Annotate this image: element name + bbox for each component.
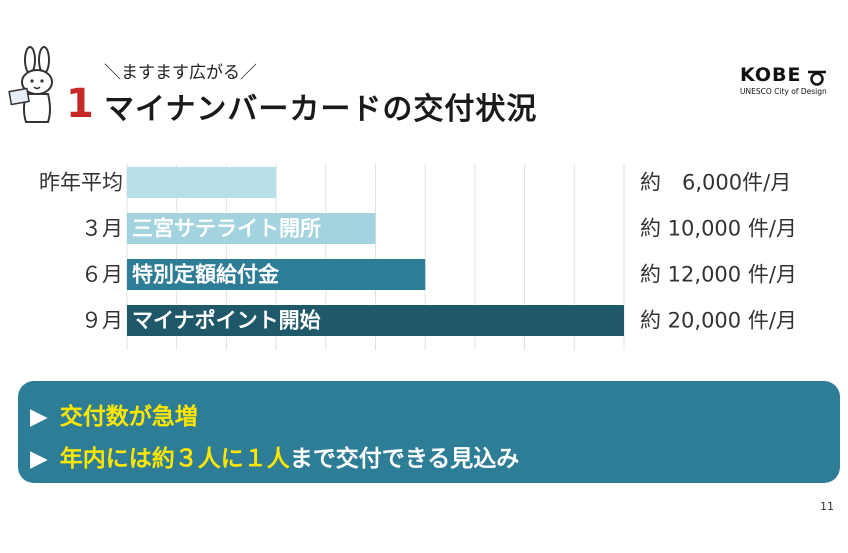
value-label: 約 10,000 件/月: [640, 217, 797, 241]
category-label: ９月: [81, 309, 123, 333]
logo-tagline: UNESCO City of Design: [740, 87, 827, 96]
summary-box: ▶ 交付数が急増 ▶ 年内には約３人に１人まで交付できる見込み: [18, 381, 840, 483]
page-title: マイナンバーカードの交付状況: [104, 92, 538, 127]
summary-highlight-2: 年内には約３人に１人: [59, 446, 290, 472]
bar: [127, 213, 376, 244]
page-number: 11: [820, 500, 834, 513]
bar-chart: 昨年平均 約 6,000件/月 ３月 三宮サテライト開所 約 10,000 件/月 ６月特…: [39, 164, 797, 350]
bar-label: マイナポイント開始: [132, 309, 321, 333]
bar: [127, 305, 624, 336]
slide-header: 1 ＼ますます広がる／ マイナンバーカードの交付状況 KOBE UNESCO C…: [0, 0, 848, 140]
logo-word: KOBE: [740, 64, 802, 86]
bar-label: 特別定額給付金: [132, 263, 280, 287]
section-number: 1: [66, 81, 94, 127]
value-label: 約 20,000 件/月: [640, 309, 797, 333]
mascot-rabbit-icon: [8, 46, 53, 123]
category-label: ３月: [81, 217, 123, 241]
summary-text-2: まで交付できる見込み: [289, 446, 520, 472]
triangle-bullet-icon: ▶: [30, 446, 48, 472]
triangle-bullet-icon: ▶: [30, 404, 48, 430]
subtitle: ＼ますます広がる／: [104, 63, 257, 83]
summary-line-2: ▶ 年内には約３人に１人まで交付できる見込み: [30, 439, 519, 473]
kobe-logo: KOBE UNESCO City of Design: [732, 62, 828, 104]
kobe-mark-icon: [808, 70, 826, 86]
category-label: 昨年平均: [39, 171, 123, 195]
bar: [127, 167, 277, 198]
bar-label: 三宮サテライト開所: [132, 217, 321, 241]
value-label: 約 6,000件/月: [640, 171, 791, 195]
bar: [127, 259, 426, 290]
value-label: 約 12,000 件/月: [640, 263, 797, 287]
summary-text-1: 交付数が急増: [59, 404, 198, 430]
summary-line-1: ▶ 交付数が急増: [30, 397, 198, 431]
category-label: ６月: [81, 263, 123, 287]
